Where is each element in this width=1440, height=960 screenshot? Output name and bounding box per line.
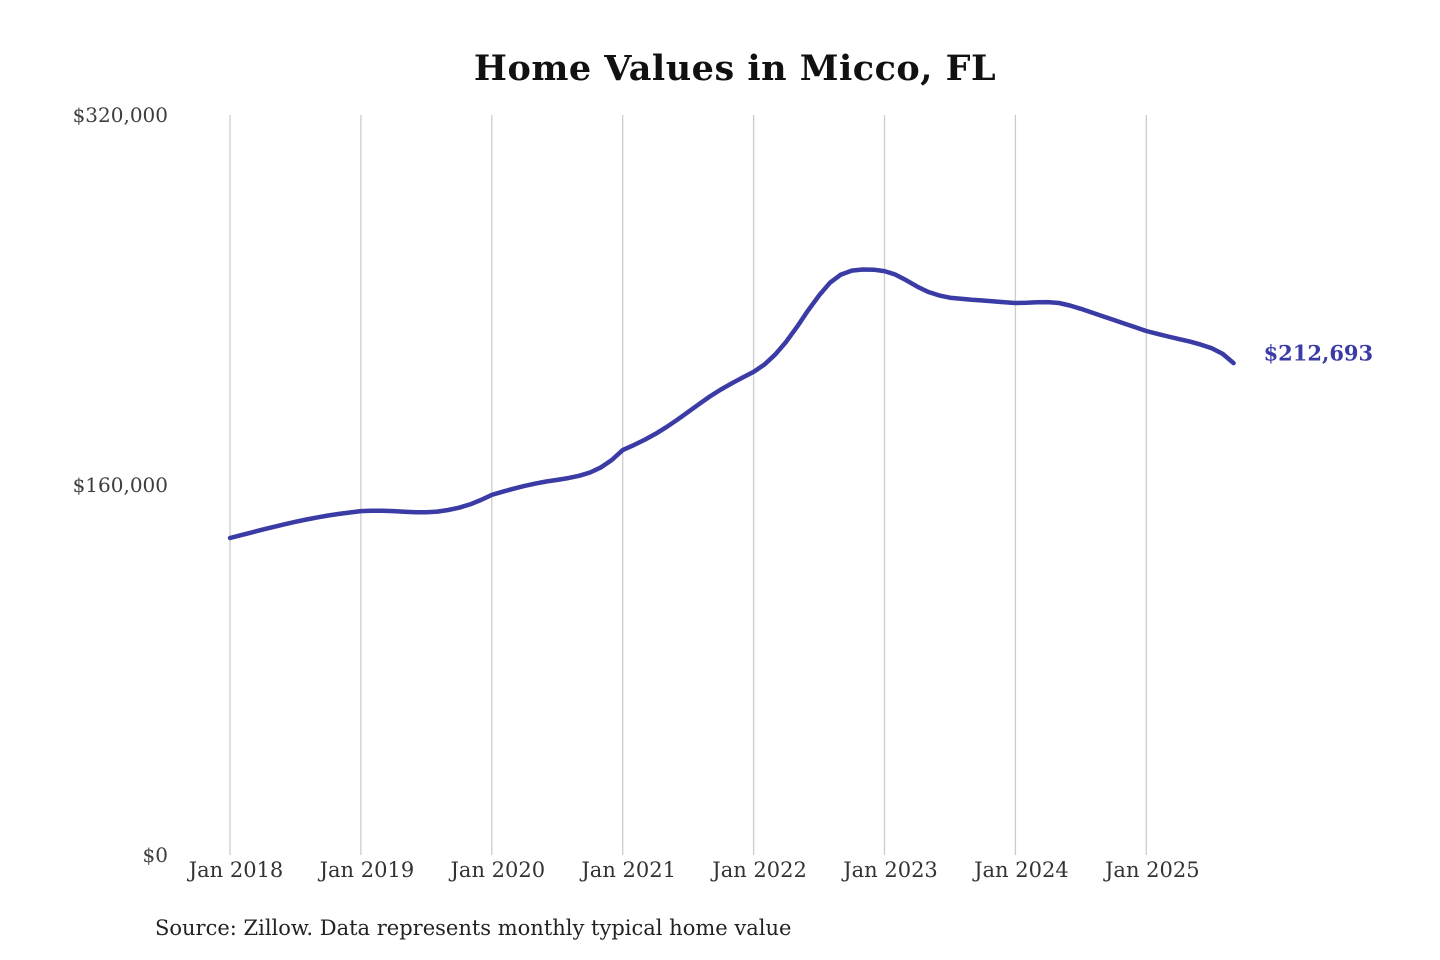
x-axis-tick-label: Jan 2021 bbox=[581, 858, 676, 882]
x-axis-tick-label: Jan 2018 bbox=[188, 858, 284, 882]
y-axis-tick-label: $320,000 bbox=[72, 103, 168, 127]
x-axis-tick-label: Jan 2025 bbox=[1105, 858, 1200, 882]
x-axis-tick-label: Jan 2024 bbox=[974, 858, 1069, 882]
home-value-line bbox=[227, 267, 1236, 541]
end-value-label: $212,693 bbox=[1263, 340, 1374, 366]
source-note: Source: Zillow. Data represents monthly … bbox=[155, 916, 792, 940]
x-axis-tick-label: Jan 2020 bbox=[450, 858, 546, 882]
x-axis-tick-label: Jan 2022 bbox=[712, 858, 807, 882]
y-axis-tick-label: $160,000 bbox=[72, 473, 168, 497]
chart-title: Home Values in Micco, FL bbox=[473, 48, 997, 89]
x-axis-tick-label: Jan 2023 bbox=[843, 858, 938, 882]
y-axis-tick-label: $0 bbox=[142, 843, 168, 867]
x-axis-tick-label: Jan 2019 bbox=[319, 858, 415, 882]
